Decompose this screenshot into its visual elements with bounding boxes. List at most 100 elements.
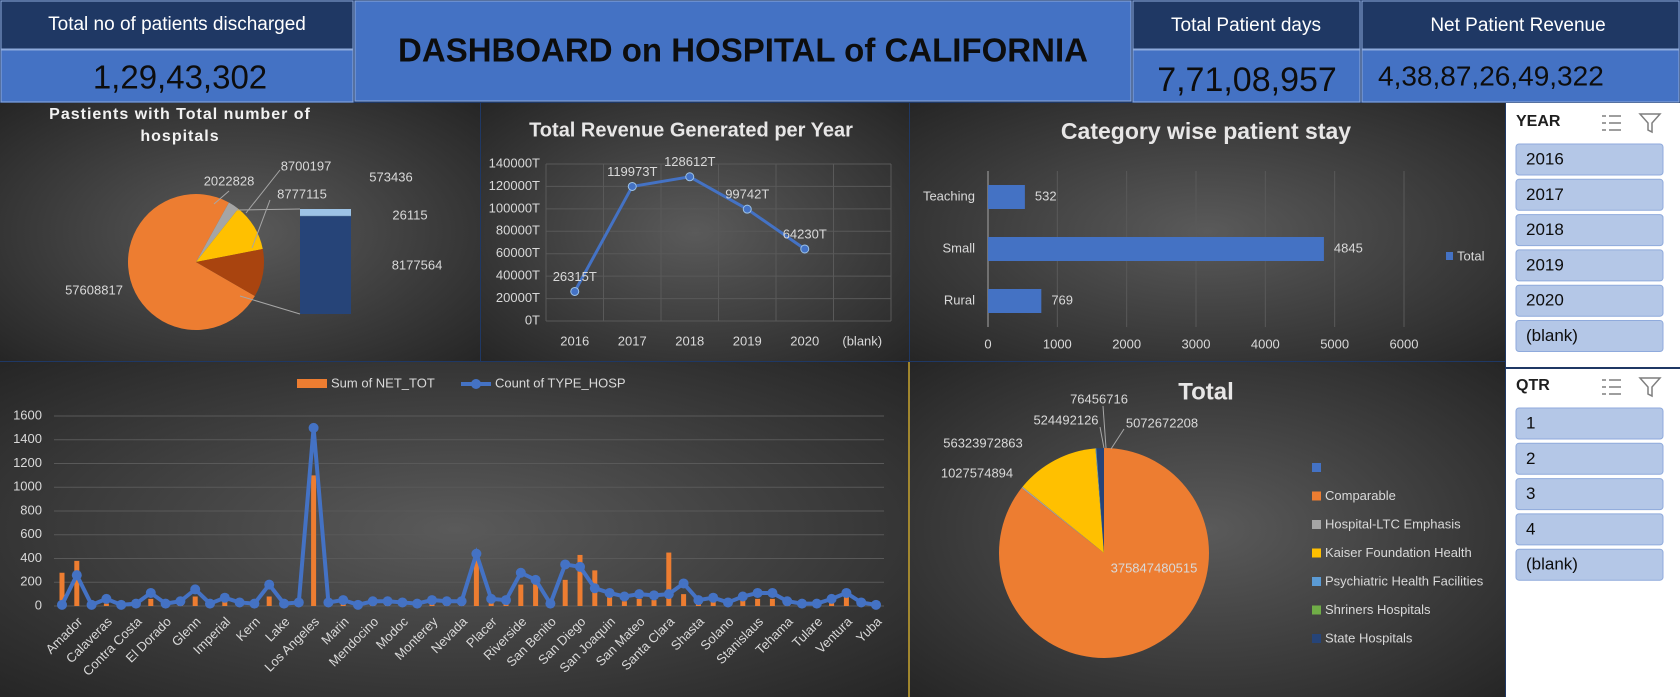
data-label: 4845 [1334,240,1363,255]
y-tick-label: 1400 [13,431,42,446]
y-tick-label: Small [942,240,975,255]
line-marker [145,587,156,598]
y-tick-label: 800 [20,502,42,517]
chart-title: Pastients with Total number of hospitals [49,106,311,145]
y-tick-label: 1600 [13,407,42,422]
line-marker [501,595,511,606]
x-tick-label: (blank) [842,333,882,348]
line-marker [871,599,881,610]
legend-swatch [1312,520,1321,529]
slicer-icons[interactable] [1602,113,1662,398]
line-marker [826,593,837,604]
x-tick-label: 5000 [1320,336,1349,351]
line-marker [678,578,689,589]
bar [651,600,657,606]
bar [988,237,1324,261]
bar [666,552,672,606]
line-marker [175,596,186,607]
slicer-item-label[interactable]: (blank) [1526,326,1578,345]
pie-slice [1096,448,1104,553]
panel [481,103,909,361]
multi-select-icon[interactable] [1602,115,1621,131]
y-tick-label: 400 [20,550,42,565]
line-marker [663,589,674,600]
data-label: 128612T [664,154,715,169]
leader-line [1110,428,1125,450]
slicer-item-label[interactable]: (blank) [1526,555,1578,574]
line-marker [456,596,467,607]
kpi-header [0,0,354,50]
multi-select-icon[interactable] [1602,379,1621,395]
line-marker [530,574,541,585]
kpi-value: 4,38,87,26,49,322 [1378,60,1604,91]
line-marker [382,596,393,607]
line-marker [560,559,571,570]
data-label: 5072672208 [1126,415,1198,430]
leader-line [245,169,281,214]
line-marker [708,592,719,603]
kpi-label: Total Patient days [1171,15,1321,36]
legend-label: Hospital-LTC Emphasis [1325,516,1461,531]
slicer-item[interactable] [1515,320,1664,352]
slicer-item-label[interactable]: 2017 [1526,185,1564,204]
bar [59,572,65,606]
line-marker [293,597,304,608]
y-tick-label: 200 [20,574,42,589]
line-marker [737,591,748,602]
legend-swatch [1312,605,1321,615]
data-label: 8777115 [277,186,327,201]
bar [562,579,568,606]
data-label: 573436 [369,169,412,184]
pie-slice [1095,448,1104,553]
slicer-item-label[interactable]: 3 [1526,484,1535,503]
kpi-value: 7,71,08,957 [1157,61,1337,99]
x-tick-label: 1000 [1043,336,1072,351]
pie-slice [196,249,264,296]
slicer-item-label[interactable]: 2016 [1526,149,1564,168]
slicer-item[interactable] [1515,513,1664,546]
slicer-item[interactable] [1515,249,1664,282]
x-tick-label: 2018 [675,333,704,348]
slicer-item[interactable] [1515,214,1664,247]
line-marker [767,587,778,598]
line-marker [234,597,245,608]
line-marker [367,596,378,607]
x-tick-label: 2019 [733,333,762,348]
line-marker [856,597,867,608]
slicer-item-label[interactable]: 2020 [1526,291,1564,310]
line-marker [797,598,807,609]
line-marker [471,548,482,559]
slicer-item[interactable] [1515,178,1664,211]
slicer-item[interactable] [1515,442,1664,475]
bar [222,601,228,606]
line-marker [649,590,659,601]
slicer-item[interactable] [1515,407,1664,440]
bar [755,598,761,606]
pie-slice [1021,486,1104,553]
line-marker [742,204,752,214]
line-marker [441,596,452,607]
y-tick-label: 140000T [489,155,540,170]
slicer-item-label[interactable]: 4 [1526,519,1535,538]
slicer-item-label[interactable]: 1 [1526,413,1535,432]
bar [577,554,583,606]
slicer-item[interactable] [1515,143,1664,176]
clear-filter-icon[interactable] [1638,113,1662,134]
line-marker [264,579,275,590]
data-label: 56323972863 [943,435,1023,450]
x-tick-label: 6000 [1390,336,1419,351]
slicer-item-label[interactable]: 2018 [1526,220,1564,239]
slicer-item[interactable] [1515,548,1664,581]
slicer-item[interactable] [1515,284,1664,317]
bar [681,594,687,606]
slicer-item-label[interactable]: 2019 [1526,255,1564,274]
data-label: 769 [1051,292,1073,307]
pie-slice [196,208,263,262]
slicer-item[interactable] [1515,478,1664,511]
legend-marker [471,379,481,389]
data-label: 26115 [392,207,427,222]
slicer-item-label[interactable]: 2 [1526,449,1535,468]
line-marker [308,422,319,433]
clear-filter-icon[interactable] [1638,377,1662,398]
